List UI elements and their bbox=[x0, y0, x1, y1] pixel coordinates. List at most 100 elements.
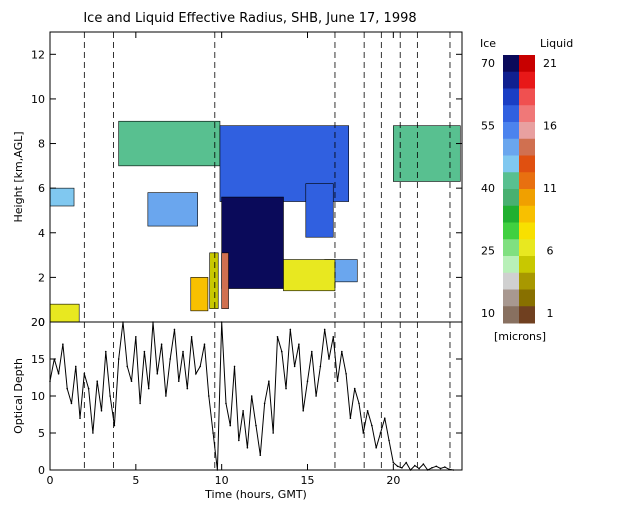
ice-colorbar-cell bbox=[503, 138, 519, 156]
liquid-colorbar-cell bbox=[519, 205, 535, 223]
optical-depth-point bbox=[143, 350, 146, 353]
od-tick-label-3: 15 bbox=[31, 353, 45, 366]
optical-depth-point bbox=[405, 461, 408, 464]
optical-depth-point bbox=[199, 365, 202, 368]
optical-depth-point bbox=[379, 432, 382, 434]
optical-depth-point bbox=[388, 439, 390, 442]
optical-depth-point bbox=[349, 417, 352, 420]
time-axis-ticks: 0 5 10 15 20 bbox=[47, 32, 400, 487]
optical-depth-point bbox=[79, 417, 81, 420]
optical-depth-point bbox=[109, 395, 111, 397]
liquid-colorbar-label-0: 21 bbox=[543, 57, 557, 70]
optical-depth-point bbox=[255, 424, 257, 427]
optical-depth-point bbox=[147, 387, 150, 390]
ice-colorbar-cell bbox=[503, 172, 519, 190]
optical-depth-point bbox=[57, 373, 60, 375]
ice-cloud-2 bbox=[147, 192, 198, 227]
bottom-plot-frame bbox=[49, 321, 463, 471]
optical-depth-point bbox=[100, 410, 103, 412]
time-tick-label-2: 10 bbox=[215, 474, 229, 487]
liquid-cloud-3 bbox=[283, 259, 336, 292]
optical-depth-point bbox=[229, 424, 232, 427]
colorbar-legend: Ice Liquid 70 21 55 16 40 11 25 6 10 1 [microns] bbox=[480, 37, 573, 343]
optical-depth-point bbox=[66, 387, 68, 390]
liquid-colorbar-cell bbox=[519, 189, 535, 207]
optical-depth-axis-ticks: 0 5 10 15 20 bbox=[31, 316, 462, 477]
optical-depth-point bbox=[439, 467, 442, 470]
optical-depth-point bbox=[396, 465, 399, 468]
optical-depth-point bbox=[336, 380, 339, 383]
chart-title: Ice and Liquid Effective Radius, SHB, Ju… bbox=[83, 11, 416, 26]
od-tick-label-1: 5 bbox=[38, 427, 45, 440]
height-tick-label-1: 2 bbox=[38, 271, 45, 284]
optical-depth-point bbox=[165, 395, 167, 397]
optical-depth-point bbox=[345, 373, 347, 375]
optical-depth-point bbox=[207, 395, 210, 397]
optical-depth-point bbox=[70, 402, 73, 405]
ice-colorbar-label-0: 70 bbox=[481, 57, 495, 70]
od-tick-label-2: 10 bbox=[31, 390, 45, 403]
ice-cloud-0 bbox=[118, 120, 221, 167]
optical-depth-point bbox=[246, 447, 249, 449]
optical-depth-point bbox=[341, 350, 343, 353]
liquid-colorbar-cell bbox=[519, 105, 535, 123]
time-tick-label-4: 20 bbox=[386, 474, 400, 487]
ice-cloud-6 bbox=[393, 125, 461, 182]
colorbar-units: [microns] bbox=[494, 330, 546, 343]
liquid-colorbar-cell bbox=[519, 138, 535, 156]
optical-depth-point bbox=[392, 461, 395, 464]
optical-depth-point bbox=[135, 336, 137, 338]
liquid-colorbar-cell bbox=[519, 172, 535, 190]
ice-cloud-1 bbox=[49, 187, 75, 207]
liquid-colorbar bbox=[519, 55, 535, 324]
optical-depth-series bbox=[49, 321, 455, 471]
ice-colorbar bbox=[503, 55, 519, 324]
liquid-colorbar-cell bbox=[519, 272, 535, 290]
ice-colorbar-cell bbox=[503, 222, 519, 240]
optical-depth-point bbox=[431, 466, 433, 469]
optical-depth-point bbox=[156, 373, 159, 375]
optical-depth-point bbox=[242, 410, 244, 412]
ice-colorbar-label-4: 10 bbox=[481, 307, 495, 320]
liquid-colorbar-cell bbox=[519, 55, 535, 73]
optical-depth-point bbox=[328, 358, 330, 360]
optical-depth-point bbox=[104, 350, 107, 353]
optical-depth-point bbox=[280, 350, 283, 353]
liquid-colorbar-cell bbox=[519, 71, 535, 89]
height-axis-label: Height [km,AGL] bbox=[12, 131, 25, 222]
optical-depth-point bbox=[366, 410, 369, 412]
liquid-colorbar-cell bbox=[519, 222, 535, 240]
ice-legend-title: Ice bbox=[480, 37, 496, 50]
liquid-cloud-4 bbox=[190, 277, 209, 312]
optical-depth-point bbox=[315, 395, 317, 397]
optical-depth-point bbox=[160, 343, 163, 346]
ice-colorbar-cell bbox=[503, 205, 519, 223]
top-dashed-time-markers bbox=[83, 32, 451, 322]
optical-depth-point bbox=[371, 424, 373, 427]
optical-depth-point bbox=[83, 373, 86, 375]
optical-depth-point bbox=[225, 402, 227, 405]
liquid-legend-title: Liquid bbox=[540, 37, 573, 50]
optical-depth-point bbox=[401, 466, 403, 469]
liquid-colorbar-cell bbox=[519, 239, 535, 257]
optical-depth-point bbox=[117, 358, 120, 360]
optical-depth-point bbox=[203, 343, 206, 346]
optical-depth-point bbox=[186, 387, 189, 390]
liquid-colorbar-cell bbox=[519, 155, 535, 173]
optical-depth-point bbox=[250, 395, 253, 397]
ice-cloud-layer bbox=[49, 120, 461, 289]
optical-depth-point bbox=[92, 432, 94, 434]
optical-depth-axis-label: Optical Depth bbox=[12, 358, 25, 434]
effective-radius-panel: 0 2 4 6 8 10 12 Height [km,AGL] bbox=[12, 31, 463, 329]
od-tick-label-0: 0 bbox=[38, 464, 45, 477]
optical-depth-point bbox=[259, 454, 262, 457]
height-tick-label-3: 6 bbox=[38, 182, 45, 195]
optical-depth-point bbox=[285, 387, 287, 390]
optical-depth-point bbox=[375, 447, 377, 449]
optical-depth-point bbox=[383, 417, 386, 420]
height-tick-label-4: 8 bbox=[38, 138, 45, 151]
optical-depth-point bbox=[353, 387, 356, 390]
time-tick-label-0: 0 bbox=[47, 474, 54, 487]
optical-depth-point bbox=[418, 467, 420, 470]
